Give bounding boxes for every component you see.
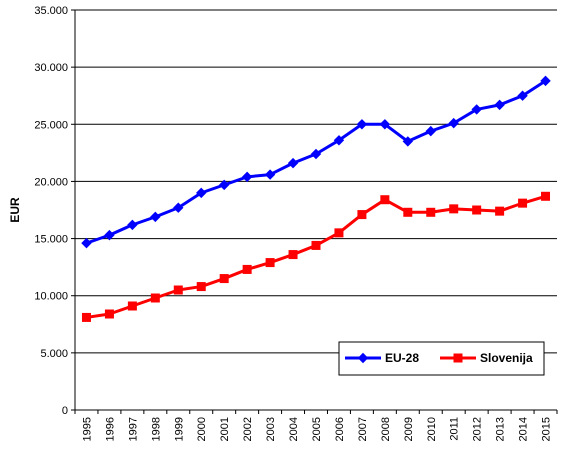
series-eu-28 (81, 75, 551, 249)
x-tick-label: 2011 (449, 417, 461, 441)
data-point-eu-28 (517, 90, 528, 101)
data-point-eu-28 (379, 119, 391, 130)
data-point-slovenija (426, 207, 436, 217)
data-point-eu-28 (356, 119, 368, 130)
y-tick-label: 25.000 (34, 119, 68, 131)
x-tick-label: 1999 (173, 417, 185, 441)
y-tick-label: 20.000 (34, 176, 68, 188)
data-point-eu-28 (402, 136, 414, 147)
y-tick-label: 30.000 (34, 62, 68, 74)
data-point-slovenija (518, 198, 528, 208)
x-tick-label: 1998 (150, 417, 162, 441)
data-point-eu-28 (127, 219, 138, 231)
data-point-slovenija (219, 274, 229, 284)
y-axis-ticks: 0 5.000 10.000 15.000 20.000 25.000 30.000 35.0… (34, 5, 75, 417)
data-point-eu-28 (448, 117, 459, 129)
data-point-eu-28 (494, 99, 505, 111)
x-tick-label: 2006 (334, 417, 346, 441)
legend-label: Slovenija (480, 351, 533, 365)
data-point-slovenija (495, 206, 505, 216)
data-point-slovenija (541, 191, 551, 201)
legend-item-slovenija: Slovenija (440, 351, 533, 365)
data-point-eu-28 (241, 171, 253, 183)
legend-swatch-marker (357, 352, 369, 364)
x-tick-label: 2004 (288, 417, 300, 441)
y-axis-title: EUR (8, 197, 22, 223)
data-point-slovenija (311, 240, 321, 250)
data-point-slovenija (288, 250, 298, 260)
data-point-eu-28 (287, 157, 299, 169)
data-point-eu-28 (471, 104, 482, 115)
data-point-slovenija (81, 312, 91, 322)
data-point-slovenija (150, 293, 160, 303)
x-tick-label: 2008 (380, 417, 392, 441)
data-point-eu-28 (540, 75, 551, 87)
x-tick-label: 2015 (541, 417, 553, 441)
x-tick-label: 1996 (104, 417, 116, 441)
x-tick-label: 1997 (127, 417, 139, 441)
y-tick-label: 10.000 (34, 291, 68, 303)
data-point-slovenija (104, 309, 114, 319)
data-point-eu-28 (196, 187, 207, 199)
data-point-slovenija (380, 195, 390, 205)
data-point-eu-28 (425, 125, 436, 137)
x-tick-label: 2002 (242, 417, 254, 441)
x-tick-label: 2001 (219, 417, 231, 441)
y-tick-label: 15.000 (34, 234, 68, 246)
data-point-eu-28 (150, 211, 161, 223)
data-point-eu-28 (173, 202, 184, 213)
data-point-slovenija (265, 258, 275, 268)
data-point-eu-28 (81, 237, 92, 249)
data-point-slovenija (334, 228, 344, 238)
data-point-slovenija (127, 301, 137, 311)
data-point-slovenija (173, 285, 183, 295)
data-point-slovenija (472, 205, 482, 215)
series-slovenija (81, 191, 551, 322)
y-tick-label: 35.000 (34, 5, 68, 17)
legend-items: EU-28 Slovenija (345, 351, 533, 365)
x-tick-label: 2005 (311, 417, 323, 441)
data-point-eu-28 (333, 135, 345, 146)
x-tick-label: 2013 (495, 417, 507, 441)
x-tick-label: 2000 (196, 417, 208, 441)
data-point-slovenija (449, 204, 459, 214)
data-point-eu-28 (218, 179, 230, 191)
data-point-eu-28 (264, 169, 276, 180)
x-tick-label: 2009 (403, 417, 415, 441)
y-tick-label: 0 (62, 405, 68, 417)
y-tick-label: 5.000 (40, 348, 68, 360)
x-tick-label: 2012 (472, 417, 484, 441)
legend-label: EU-28 (385, 351, 419, 365)
x-tick-label: 2003 (265, 417, 277, 441)
data-point-slovenija (196, 282, 206, 292)
data-point-eu-28 (104, 229, 115, 241)
data-point-slovenija (357, 210, 367, 220)
x-tick-label: 1995 (81, 417, 93, 441)
legend: EU-28 Slovenija (338, 341, 545, 376)
x-tick-label: 2014 (518, 417, 530, 441)
legend-item-eu-28: EU-28 (345, 351, 419, 365)
axes (74, 10, 557, 411)
series (81, 75, 551, 322)
x-tick-label: 2007 (357, 417, 369, 441)
data-point-slovenija (403, 207, 413, 217)
data-point-eu-28 (310, 148, 322, 160)
legend-swatch-marker (453, 353, 463, 363)
x-axis-ticks: 1995 1996 1997 1998 1999 2000 2001 2002 2003 2004… (74, 410, 558, 441)
data-point-slovenija (242, 264, 252, 274)
x-tick-label: 2010 (426, 417, 438, 441)
